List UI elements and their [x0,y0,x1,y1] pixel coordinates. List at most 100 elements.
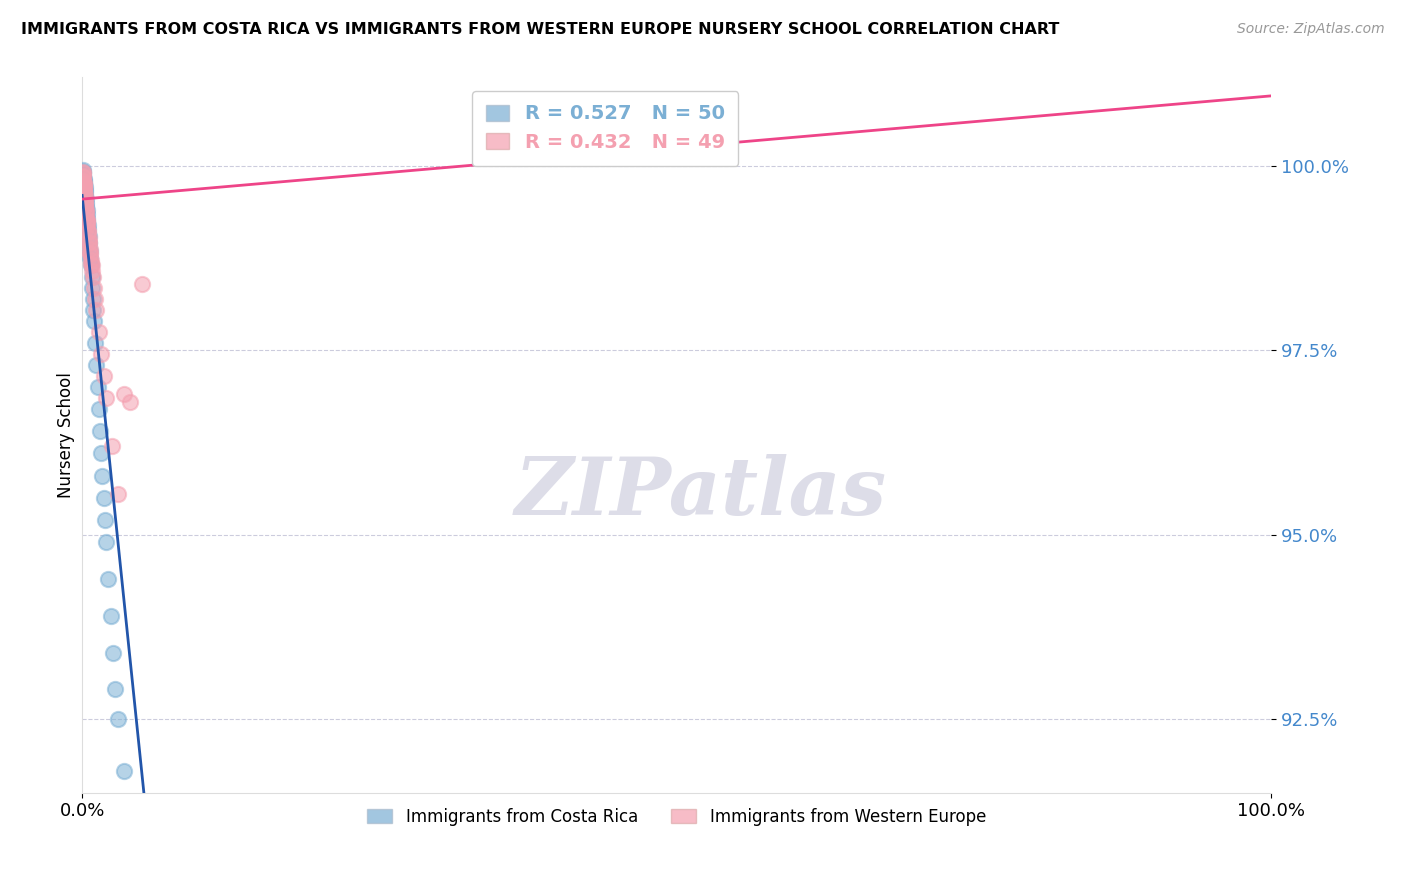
Point [73,188,96,202]
Point [77,221,100,235]
Point [97,572,120,586]
Point [79,251,101,265]
Point [77,236,100,251]
Point [73,182,96,196]
Point [91,468,114,483]
Point [79,244,101,258]
Text: ZIPatlas: ZIPatlas [515,453,886,531]
Point [72,162,94,177]
Point [80,253,103,268]
Point [72,166,94,180]
Point [82,280,104,294]
Point [75,185,97,199]
Point [75,198,97,212]
Point [82,269,104,284]
Y-axis label: Nursery School: Nursery School [58,372,75,498]
Point [72,165,94,179]
Point [90,347,112,361]
Point [73,179,96,194]
Point [90,446,112,460]
Point [83,314,105,328]
Point [86,358,108,372]
Text: IMMIGRANTS FROM COSTA RICA VS IMMIGRANTS FROM WESTERN EUROPE NURSERY SCHOOL CORR: IMMIGRANTS FROM COSTA RICA VS IMMIGRANTS… [21,22,1060,37]
Point [73,194,96,209]
Point [75,209,97,223]
Point [93,369,115,384]
Point [76,214,98,228]
Point [72,172,94,186]
Text: Source: ZipAtlas.com: Source: ZipAtlas.com [1237,22,1385,37]
Point [73,178,96,192]
Point [72,166,94,180]
Point [84,335,107,350]
Point [82,292,104,306]
Point [73,177,96,191]
Legend: Immigrants from Costa Rica, Immigrants from Western Europe: Immigrants from Costa Rica, Immigrants f… [359,800,994,834]
Point [87,325,110,339]
Point [104,682,127,697]
Point [101,439,124,453]
Point [93,513,115,527]
Point [80,259,103,273]
Point [75,205,97,219]
Point [77,225,100,239]
Point [72,169,94,184]
Point [75,192,97,206]
Point [79,246,101,260]
Point [112,387,135,401]
Point [72,174,94,188]
Point [72,178,94,192]
Point [73,181,96,195]
Point [82,302,104,317]
Point [118,395,141,409]
Point [76,218,98,232]
Point [79,242,101,256]
Point [72,165,94,179]
Point [75,199,97,213]
Point [76,219,98,234]
Point [72,169,94,184]
Point [83,280,105,294]
Point [101,646,124,660]
Point [73,183,96,197]
Point [73,178,96,193]
Point [100,608,122,623]
Point [87,402,110,417]
Point [75,195,97,210]
Point [73,176,96,190]
Point [76,207,98,221]
Point [72,168,94,182]
Point [77,236,100,251]
Point [77,229,100,244]
Point [86,380,108,394]
Point [75,195,97,210]
Point [94,535,117,549]
Point [75,188,97,202]
Point [84,292,107,306]
Point [75,203,97,218]
Point [112,764,135,778]
Point [80,259,103,273]
Point [107,712,129,726]
Point [80,257,103,271]
Point [107,487,129,501]
Point [73,185,96,199]
Point [77,231,100,245]
Point [82,264,104,278]
Point [93,491,115,505]
Point [76,212,98,227]
Point [76,211,98,225]
Point [75,199,97,213]
Point [76,214,98,228]
Point [131,277,153,291]
Point [73,192,96,206]
Point [79,247,101,261]
Point [73,175,96,189]
Point [80,269,103,284]
Point [94,391,117,405]
Point [76,216,98,230]
Point [76,203,98,218]
Point [73,174,96,188]
Point [77,235,100,249]
Point [72,169,94,183]
